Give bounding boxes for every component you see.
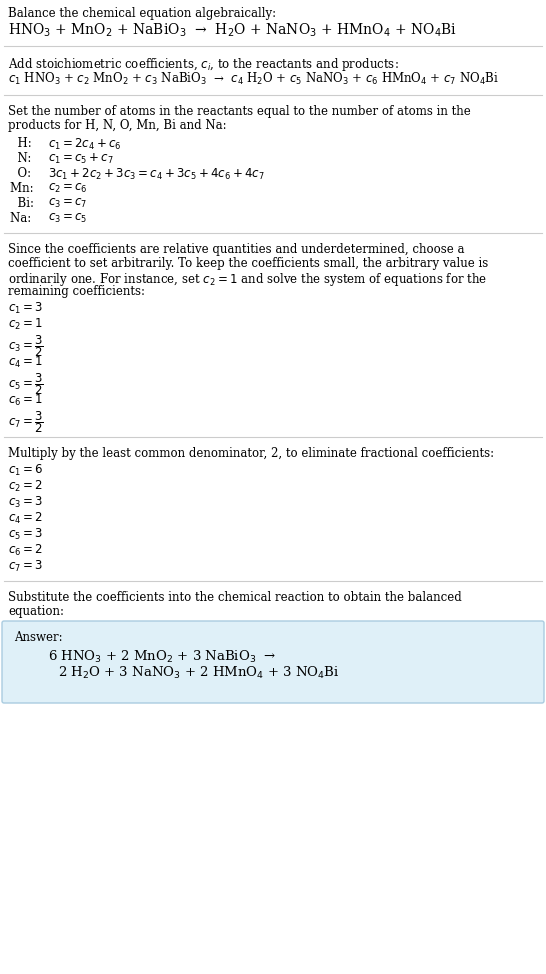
Text: $c_5 = 3$: $c_5 = 3$ — [8, 527, 43, 543]
Text: Add stoichiometric coefficients, $c_i$, to the reactants and products:: Add stoichiometric coefficients, $c_i$, … — [8, 56, 399, 73]
Text: ordinarily one. For instance, set $c_2 = 1$ and solve the system of equations fo: ordinarily one. For instance, set $c_2 =… — [8, 271, 487, 288]
Text: $c_4 = 2$: $c_4 = 2$ — [8, 511, 43, 526]
Text: $c_3 = \dfrac{3}{2}$: $c_3 = \dfrac{3}{2}$ — [8, 333, 44, 358]
Text: Multiply by the least common denominator, 2, to eliminate fractional coefficient: Multiply by the least common denominator… — [8, 447, 494, 460]
Text: $c_5 = \dfrac{3}{2}$: $c_5 = \dfrac{3}{2}$ — [8, 371, 44, 396]
Text: Set the number of atoms in the reactants equal to the number of atoms in the: Set the number of atoms in the reactants… — [8, 105, 471, 118]
Text: remaining coefficients:: remaining coefficients: — [8, 285, 145, 298]
Text: Answer:: Answer: — [14, 631, 63, 644]
Text: $c_1 = 6$: $c_1 = 6$ — [8, 463, 43, 478]
Text: $c_1 = 2 c_4 + c_6$: $c_1 = 2 c_4 + c_6$ — [48, 137, 122, 152]
Text: $c_1 = 3$: $c_1 = 3$ — [8, 301, 43, 317]
Text: $c_3 = c_7$: $c_3 = c_7$ — [48, 197, 87, 210]
Text: $c_7 = 3$: $c_7 = 3$ — [8, 559, 43, 574]
Text: $c_4 = 1$: $c_4 = 1$ — [8, 355, 43, 370]
Text: Bi:: Bi: — [10, 197, 41, 210]
Text: HNO$_3$ + MnO$_2$ + NaBiO$_3$  →  H$_2$O + NaNO$_3$ + HMnO$_4$ + NO$_4$Bi: HNO$_3$ + MnO$_2$ + NaBiO$_3$ → H$_2$O +… — [8, 22, 457, 39]
Text: products for H, N, O, Mn, Bi and Na:: products for H, N, O, Mn, Bi and Na: — [8, 119, 227, 132]
Text: N:: N: — [10, 152, 39, 165]
Text: $c_1$ HNO$_3$ + $c_2$ MnO$_2$ + $c_3$ NaBiO$_3$  →  $c_4$ H$_2$O + $c_5$ NaNO$_3: $c_1$ HNO$_3$ + $c_2$ MnO$_2$ + $c_3$ Na… — [8, 71, 499, 87]
Text: Substitute the coefficients into the chemical reaction to obtain the balanced: Substitute the coefficients into the che… — [8, 591, 462, 604]
Text: $c_6 = 1$: $c_6 = 1$ — [8, 393, 43, 408]
Text: Balance the chemical equation algebraically:: Balance the chemical equation algebraica… — [8, 7, 276, 20]
Text: Since the coefficients are relative quantities and underdetermined, choose a: Since the coefficients are relative quan… — [8, 243, 465, 256]
Text: $c_7 = \dfrac{3}{2}$: $c_7 = \dfrac{3}{2}$ — [8, 409, 44, 434]
Text: H:: H: — [10, 137, 39, 150]
Text: $c_2 = 2$: $c_2 = 2$ — [8, 479, 43, 494]
Text: $c_3 = c_5$: $c_3 = c_5$ — [48, 212, 87, 225]
Text: Na:: Na: — [10, 212, 39, 225]
Text: $c_6 = 2$: $c_6 = 2$ — [8, 543, 43, 558]
Text: $c_2 = c_6$: $c_2 = c_6$ — [48, 182, 88, 195]
Text: $c_1 = c_5 + c_7$: $c_1 = c_5 + c_7$ — [48, 152, 114, 167]
Text: equation:: equation: — [8, 605, 64, 618]
Text: $3 c_1 + 2 c_2 + 3 c_3 = c_4 + 3 c_5 + 4 c_6 + 4 c_7$: $3 c_1 + 2 c_2 + 3 c_3 = c_4 + 3 c_5 + 4… — [48, 167, 265, 182]
Text: coefficient to set arbitrarily. To keep the coefficients small, the arbitrary va: coefficient to set arbitrarily. To keep … — [8, 257, 488, 270]
Text: 6 HNO$_3$ + 2 MnO$_2$ + 3 NaBiO$_3$  →: 6 HNO$_3$ + 2 MnO$_2$ + 3 NaBiO$_3$ → — [48, 649, 276, 665]
Text: $c_3 = 3$: $c_3 = 3$ — [8, 495, 43, 510]
Text: 2 H$_2$O + 3 NaNO$_3$ + 2 HMnO$_4$ + 3 NO$_4$Bi: 2 H$_2$O + 3 NaNO$_3$ + 2 HMnO$_4$ + 3 N… — [58, 665, 340, 681]
Text: $c_2 = 1$: $c_2 = 1$ — [8, 317, 43, 332]
Text: O:: O: — [10, 167, 39, 180]
Text: Mn:: Mn: — [10, 182, 41, 195]
FancyBboxPatch shape — [2, 621, 544, 703]
